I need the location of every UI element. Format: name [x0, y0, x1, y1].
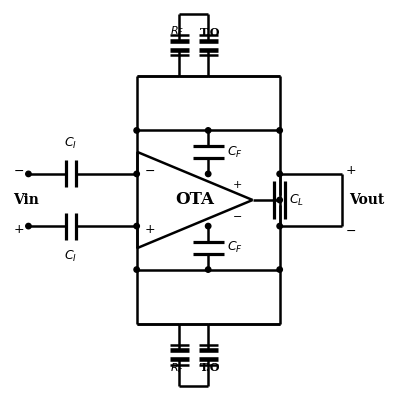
Text: $C_F$: $C_F$ — [227, 240, 243, 255]
Text: Vin: Vin — [13, 193, 39, 207]
Circle shape — [134, 128, 139, 133]
Text: $+$: $+$ — [13, 224, 24, 236]
Circle shape — [277, 171, 282, 177]
Circle shape — [205, 223, 211, 229]
Text: $+$: $+$ — [144, 224, 156, 236]
Text: $C_I$: $C_I$ — [65, 249, 78, 264]
Text: $C_I$: $C_I$ — [65, 136, 78, 151]
Text: $R_F$: $R_F$ — [170, 25, 184, 38]
Text: Vout: Vout — [349, 193, 385, 207]
Text: T.O: T.O — [200, 28, 220, 38]
Circle shape — [134, 223, 139, 229]
Text: $R_F$: $R_F$ — [170, 362, 184, 375]
Circle shape — [205, 171, 211, 177]
Circle shape — [134, 267, 139, 272]
Circle shape — [26, 223, 31, 229]
Circle shape — [277, 267, 282, 272]
Text: $-$: $-$ — [232, 210, 242, 220]
Circle shape — [277, 128, 282, 133]
Text: $C_L$: $C_L$ — [289, 192, 305, 208]
Circle shape — [205, 267, 211, 272]
Circle shape — [134, 171, 139, 177]
Circle shape — [26, 171, 31, 177]
Text: $-$: $-$ — [346, 224, 357, 236]
Circle shape — [277, 197, 282, 203]
Text: $-$: $-$ — [144, 164, 156, 176]
Text: OTA: OTA — [175, 192, 214, 208]
Circle shape — [277, 223, 282, 229]
Circle shape — [205, 128, 211, 133]
Text: $+$: $+$ — [232, 179, 242, 190]
Text: $C_F$: $C_F$ — [227, 145, 243, 160]
Text: T.O: T.O — [200, 362, 220, 372]
Text: $+$: $+$ — [346, 164, 357, 176]
Text: $-$: $-$ — [13, 164, 24, 176]
